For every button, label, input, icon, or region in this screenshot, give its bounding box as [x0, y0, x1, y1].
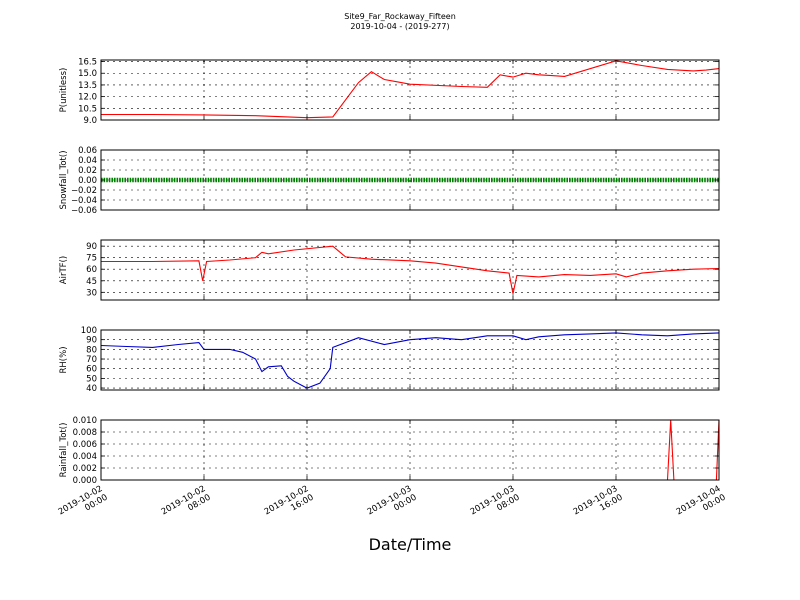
y-tick-label: 30 — [86, 288, 97, 298]
y-tick-label: 75 — [86, 254, 97, 264]
y-tick-label: 0.006 — [73, 440, 97, 450]
y-tick-label: 0.002 — [73, 464, 97, 474]
panels: 9.010.512.013.515.016.5P(unitless)0.060.… — [59, 58, 720, 486]
y-tick-label: 15.0 — [78, 69, 97, 79]
y-tick-label: 60 — [86, 265, 97, 275]
y-tick-label: 40 — [86, 384, 97, 394]
panel-5: 0.010 0.008 0.006 0.004 0.002 0.000 Rainfall_T… — [59, 416, 720, 486]
y-tick-label: 0.008 — [73, 428, 97, 438]
y-axis-label: Snowfall_Tot() — [59, 150, 69, 209]
y-tick-label: 100 — [81, 326, 97, 336]
y-axis-label: RH(%) — [59, 346, 69, 373]
x-axis-label: Date/Time — [369, 535, 452, 554]
y-axis-label: AirTF() — [59, 256, 69, 284]
panel-2: 0.060.040.020.00−0.02−0.04−0.06Snowfall_… — [59, 146, 720, 216]
series-line — [100, 332, 720, 389]
y-tick-label: 0.004 — [73, 452, 97, 462]
y-tick-label: 16.5 — [78, 58, 97, 68]
y-tick-label: −0.04 — [71, 196, 97, 206]
y-tick-label: 9.0 — [83, 116, 97, 126]
y-tick-label: 0.010 — [73, 416, 97, 426]
y-tick-label: 90 — [86, 336, 97, 346]
series-line — [101, 245, 720, 294]
figure-title-line2: 2019-10-04 - (2019-277) — [350, 22, 449, 31]
y-tick-label: 70 — [86, 355, 97, 365]
y-tick-label: 0.00 — [78, 176, 97, 186]
y-tick-label: 80 — [86, 345, 97, 355]
y-tick-label: 90 — [86, 242, 97, 252]
y-tick-label: 12.0 — [78, 93, 97, 103]
y-tick-label: 45 — [86, 277, 97, 287]
y-tick-label: −0.06 — [71, 206, 97, 216]
figure-title-line1: Site9_Far_Rockaway_Fifteen — [344, 12, 456, 21]
y-tick-label: 0.06 — [78, 146, 97, 156]
y-tick-label: 0.04 — [78, 156, 97, 166]
y-tick-label: 13.5 — [78, 81, 97, 91]
panel-1: 9.0 10.512.0 13.5 15.016.5 P(unitless) — [59, 58, 720, 126]
y-axis-label: P(unitless) — [59, 68, 69, 113]
y-tick-label: −0.02 — [71, 186, 97, 196]
y-tick-label: 60 — [86, 365, 97, 375]
y-tick-label: 50 — [86, 374, 97, 384]
y-tick-label: 0.02 — [78, 166, 97, 176]
y-axis-label: Rainfall_Tot() — [59, 423, 69, 478]
y-tick-label: 10.5 — [78, 104, 97, 114]
y-tick-label: 0.000 — [73, 476, 97, 486]
